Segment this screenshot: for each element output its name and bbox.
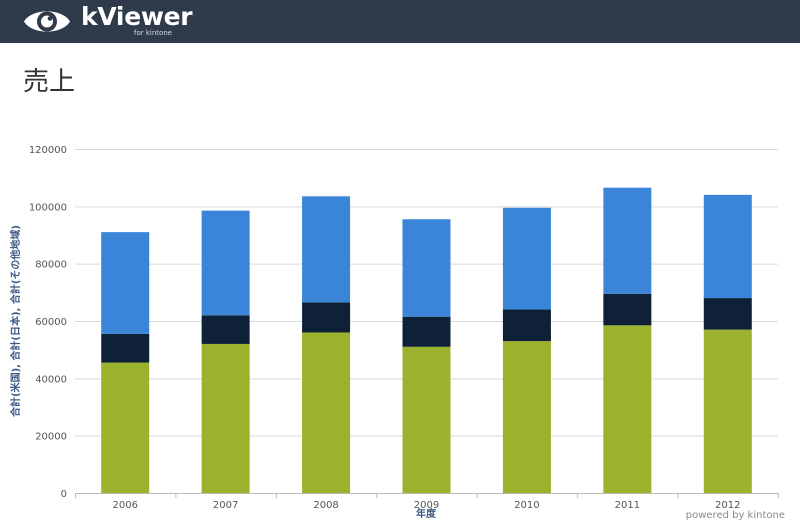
y-axis-title: 合計(米国), 合計(日本), 合計(その他地域) (9, 225, 22, 418)
eye-icon (24, 11, 70, 32)
bar-segment-japan[interactable] (201, 315, 250, 344)
x-tick-label: 2008 (313, 500, 338, 511)
x-axis-title: 年度 (416, 507, 437, 520)
y-tick-label: 100000 (29, 202, 67, 213)
bar-segment-other[interactable] (603, 187, 652, 294)
top-bar: kViewer for kintone (0, 0, 800, 43)
y-tick-label: 60000 (35, 317, 67, 328)
bar-segment-other[interactable] (402, 219, 451, 317)
bar-segment-us[interactable] (502, 341, 551, 493)
y-tick-label: 120000 (29, 145, 67, 156)
app-subtitle: for kintone (134, 29, 173, 37)
x-axis: 2006 2007 2008 2009 2010 2011 2012 (75, 493, 779, 511)
bar-segment-us[interactable] (101, 362, 150, 493)
bar-segment-us[interactable] (703, 329, 752, 493)
y-tick-label: 40000 (35, 374, 67, 385)
x-tick-label: 2009 (414, 500, 439, 511)
bar-segment-us[interactable] (302, 332, 351, 493)
bar-segment-us[interactable] (603, 325, 652, 493)
bar-segment-japan[interactable] (502, 309, 551, 342)
bar-segment-us[interactable] (402, 346, 451, 493)
y-tick-label: 80000 (35, 260, 67, 271)
x-tick-label: 2010 (514, 500, 539, 511)
bar-series (101, 187, 752, 493)
bar-segment-other[interactable] (101, 232, 150, 334)
bar-segment-japan[interactable] (101, 333, 150, 363)
x-tick-label: 2012 (715, 500, 740, 511)
bar-segment-japan[interactable] (703, 298, 752, 330)
y-axis-ticks: 0 20000 40000 60000 80000 100000 120000 (29, 145, 67, 500)
bar-segment-other[interactable] (703, 194, 752, 299)
powered-by-link[interactable]: powered by kintone (685, 510, 785, 521)
grid-lines (75, 149, 778, 494)
bar-segment-other[interactable] (201, 210, 250, 316)
app-name: kViewer (81, 2, 193, 31)
x-tick-label: 2007 (213, 500, 238, 511)
bar-segment-us[interactable] (201, 343, 250, 493)
y-tick-label: 0 (61, 489, 67, 500)
x-tick-label: 2006 (112, 500, 137, 511)
bar-segment-other[interactable] (302, 196, 351, 303)
bar-segment-japan[interactable] (603, 293, 652, 326)
page-title: 売上 (23, 67, 76, 97)
x-tick-label: 2011 (615, 500, 640, 511)
bar-segment-japan[interactable] (302, 302, 351, 333)
bar-segment-japan[interactable] (402, 316, 451, 347)
bar-segment-other[interactable] (502, 207, 551, 310)
y-tick-label: 20000 (35, 432, 67, 443)
